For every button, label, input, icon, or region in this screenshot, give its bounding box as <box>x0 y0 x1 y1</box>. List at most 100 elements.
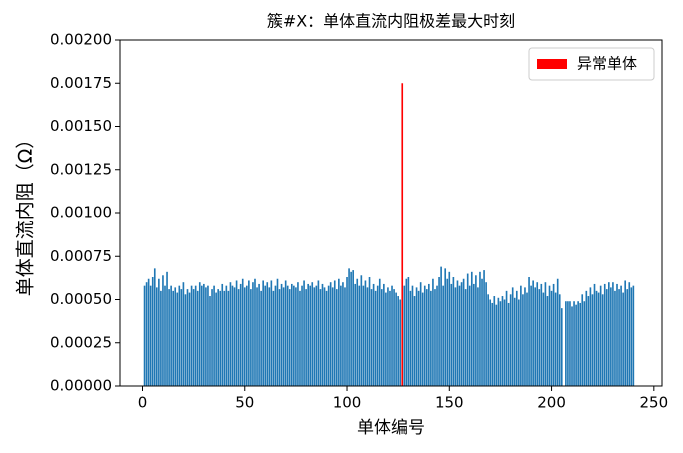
bar <box>252 282 254 386</box>
bar <box>380 289 383 386</box>
bar <box>530 285 532 386</box>
bar <box>581 294 584 386</box>
bar <box>155 287 158 386</box>
bar <box>599 285 602 386</box>
bar <box>198 282 201 386</box>
bar <box>425 289 428 386</box>
bar <box>223 290 226 386</box>
bar <box>370 289 373 386</box>
x-tick-label: 150 <box>435 394 464 412</box>
bar <box>241 278 244 386</box>
bar <box>280 283 283 386</box>
bar <box>560 308 563 386</box>
bar <box>587 296 590 386</box>
bar <box>278 289 281 386</box>
bar <box>158 278 160 386</box>
bar <box>378 278 381 386</box>
y-tick-label: 0.00200 <box>50 31 112 49</box>
bar <box>595 290 598 386</box>
bar <box>352 270 354 386</box>
bar <box>366 287 369 386</box>
bar <box>374 290 377 386</box>
y-tick-label: 0.00050 <box>50 290 112 308</box>
bar <box>282 287 285 386</box>
bar <box>207 285 209 386</box>
bar <box>182 282 185 386</box>
bar <box>415 287 418 386</box>
bar <box>534 287 537 386</box>
bar <box>407 277 410 386</box>
bar <box>436 285 438 386</box>
bar <box>605 289 608 386</box>
bar <box>227 290 230 386</box>
bar <box>569 301 571 386</box>
bar <box>250 289 252 386</box>
legend-box <box>528 47 655 81</box>
bar <box>546 296 549 386</box>
chart-title: 簇#X：单体直流内阻极差最大时刻 <box>267 12 515 31</box>
bar <box>387 287 389 386</box>
bar <box>395 292 397 386</box>
bar <box>446 278 449 386</box>
legend-label: 异常单体 <box>577 55 637 73</box>
bar <box>520 285 522 386</box>
bar <box>372 283 375 386</box>
bar <box>147 278 150 386</box>
bar <box>174 287 177 386</box>
bar <box>266 282 269 386</box>
bar <box>323 287 326 386</box>
bar <box>186 289 189 386</box>
bar <box>233 287 236 386</box>
bar <box>268 287 271 386</box>
bar <box>515 290 518 386</box>
bar <box>209 296 211 386</box>
bar <box>448 271 451 386</box>
bar <box>217 289 219 386</box>
bar <box>507 302 510 386</box>
bar <box>213 285 215 386</box>
bar <box>205 287 207 386</box>
bar <box>145 282 148 386</box>
bar <box>470 271 473 386</box>
y-tick-label: 0.00175 <box>50 74 112 92</box>
bar <box>194 285 197 386</box>
bar <box>274 285 277 386</box>
bar <box>583 301 586 386</box>
bar <box>364 280 367 386</box>
bar <box>200 285 203 386</box>
bar <box>184 294 187 386</box>
bar <box>264 285 267 386</box>
bar <box>176 292 179 386</box>
bar <box>493 296 496 386</box>
bar <box>499 301 502 386</box>
bar <box>358 285 361 386</box>
bar <box>413 296 416 386</box>
bar <box>513 297 516 386</box>
bar <box>188 292 191 386</box>
bar <box>597 292 600 386</box>
bar <box>254 278 256 386</box>
bar <box>338 278 340 386</box>
bar <box>348 268 350 386</box>
bar <box>248 280 250 386</box>
bar <box>473 283 475 386</box>
bar <box>483 270 485 386</box>
bar <box>305 289 307 386</box>
bar <box>442 285 444 386</box>
bar <box>164 285 166 386</box>
bar <box>409 290 412 386</box>
bar <box>153 268 156 386</box>
bar <box>288 289 291 386</box>
bar <box>354 283 357 386</box>
bar <box>603 283 606 386</box>
bar <box>419 282 422 386</box>
bar <box>319 289 322 386</box>
bar <box>303 280 305 386</box>
bar <box>450 283 453 386</box>
bar <box>454 287 457 386</box>
bar <box>346 277 348 386</box>
bar <box>501 296 504 386</box>
bar <box>344 287 346 386</box>
bar <box>313 287 316 386</box>
